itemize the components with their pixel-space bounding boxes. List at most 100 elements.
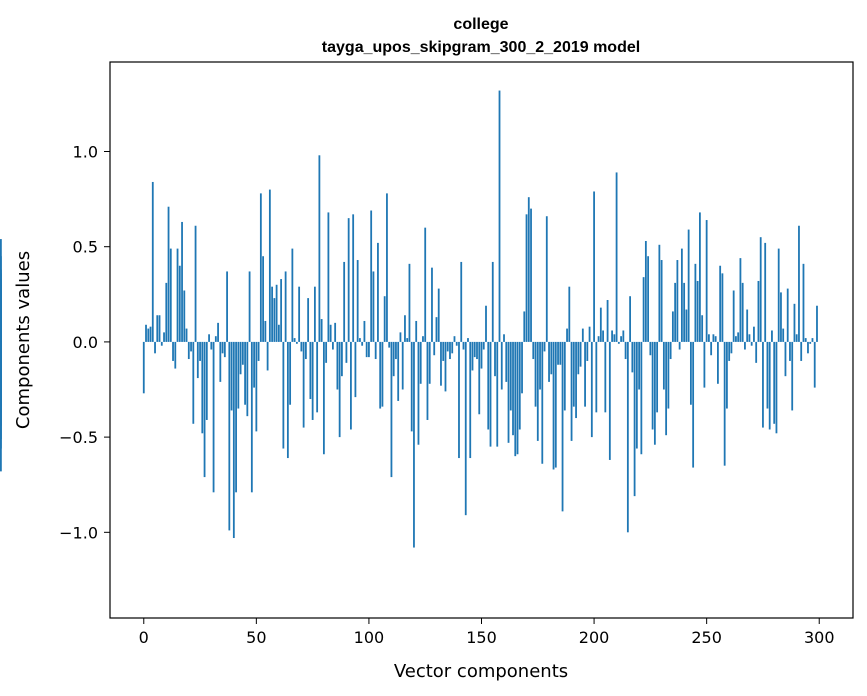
bar-188	[566, 328, 568, 342]
bar-227	[653, 341, 656, 445]
bar-75	[311, 341, 314, 420]
bar-171	[527, 197, 530, 342]
bar-216	[629, 296, 631, 342]
bar-129	[433, 341, 436, 356]
bar-254	[714, 336, 717, 342]
bar-20	[187, 341, 190, 360]
bar-104	[377, 242, 379, 342]
bar-5	[154, 341, 156, 354]
bar-207	[608, 341, 611, 460]
bar-158	[498, 90, 501, 342]
y-axis-label: Components values	[13, 251, 34, 429]
bar-276	[764, 242, 767, 342]
bar-91	[347, 218, 350, 342]
bar-185	[559, 341, 562, 365]
bar-81	[325, 341, 328, 363]
bar-213	[622, 330, 625, 342]
bar-26	[201, 341, 204, 434]
bar-143	[464, 341, 467, 516]
bar-206	[606, 300, 609, 342]
bar-288	[791, 341, 794, 411]
bar-153	[487, 341, 490, 430]
bar-46	[246, 341, 249, 417]
bar-293	[802, 263, 805, 342]
bar-268	[746, 309, 749, 342]
bar-13	[172, 341, 174, 361]
y-axis-ticks: −1.0 −0.5 0.0 0.5 1.0	[59, 142, 110, 542]
bar-287	[789, 341, 791, 361]
bar-64	[286, 341, 289, 459]
bar-63	[284, 271, 287, 342]
bar-149	[478, 341, 481, 415]
bar-110	[390, 341, 393, 478]
bar-199	[590, 341, 593, 438]
bar-145	[469, 341, 472, 459]
bar-53	[262, 256, 264, 342]
bar-239	[680, 248, 683, 342]
bar-86	[336, 341, 339, 390]
bar-101	[370, 210, 373, 342]
bar-95	[356, 260, 359, 342]
bar-231	[662, 341, 665, 390]
bar-265	[739, 258, 742, 342]
bar-218	[633, 341, 636, 497]
bar-59	[275, 284, 278, 342]
bar-48	[250, 341, 253, 493]
bar-43	[239, 341, 242, 375]
bar-255	[717, 341, 719, 384]
bar-168	[521, 341, 523, 394]
bar-28	[205, 341, 208, 420]
bar-152	[485, 305, 487, 342]
bar-117	[406, 338, 409, 342]
bar-273	[757, 280, 760, 342]
bar-131	[437, 288, 440, 342]
bar-118	[408, 263, 411, 342]
bar-119	[410, 341, 413, 432]
bar-181	[550, 341, 553, 375]
bar-161	[505, 341, 508, 382]
bar-4	[151, 181, 154, 342]
bar-126	[426, 341, 429, 420]
bar-260	[728, 341, 731, 361]
bar-241	[685, 309, 688, 342]
bar-212	[620, 336, 622, 342]
bar-191	[572, 341, 575, 407]
bar-132	[440, 341, 442, 386]
bar-259	[726, 341, 728, 409]
bar-113	[397, 341, 400, 401]
x-tick-label: 150	[466, 628, 497, 647]
bar-169	[523, 311, 526, 342]
bar-30	[210, 341, 213, 350]
bar-18	[183, 290, 186, 342]
y-tick-label: −1.0	[59, 523, 98, 542]
bar-167	[518, 341, 521, 430]
bar-237	[676, 260, 679, 342]
bar-15	[176, 248, 179, 342]
bar-285	[784, 341, 787, 377]
bar-160	[503, 334, 505, 342]
bar-154	[489, 341, 492, 447]
bar-2	[147, 328, 150, 342]
chart-title-line-1: college	[453, 16, 508, 33]
bar-282	[777, 248, 780, 342]
bar-40	[232, 341, 235, 539]
y-tick-label: −0.5	[59, 428, 98, 447]
bar-248	[701, 315, 704, 342]
bar-242	[687, 229, 690, 342]
bar-114	[399, 332, 402, 342]
bar-232	[665, 341, 668, 436]
bar-67	[293, 338, 296, 342]
bar-35	[221, 341, 224, 354]
bar-125	[424, 227, 427, 342]
bar-115	[401, 341, 404, 390]
bar-93	[352, 214, 355, 342]
bar-17	[181, 221, 183, 342]
bar-109	[388, 341, 391, 348]
bar-102	[372, 271, 375, 342]
bar-3	[149, 326, 152, 342]
bar-205	[604, 341, 607, 413]
bar-165	[514, 341, 517, 457]
bar-12	[169, 248, 172, 342]
bar-29	[208, 334, 210, 342]
bar-27	[203, 341, 206, 478]
